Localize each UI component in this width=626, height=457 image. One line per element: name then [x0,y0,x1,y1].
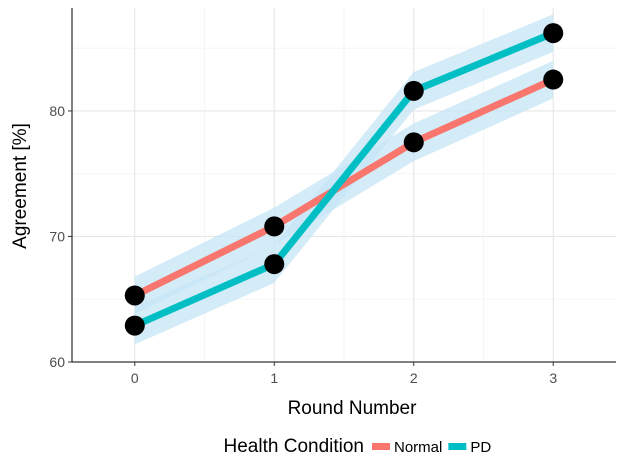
y-tick-label: 60 [49,354,65,370]
legend-label-normal: Normal [394,439,442,456]
data-point-pd [403,80,424,101]
data-point-pd [543,23,564,44]
x-tick-label: 1 [270,370,278,386]
y-axis-title: Agreement [%] [10,123,31,249]
legend: Health Condition Normal PD [224,436,492,457]
series-line-pd [133,29,555,329]
legend-items: Normal PD [372,439,491,456]
axes [68,8,616,366]
data-point-normal [264,216,285,237]
x-tick-labels: 0 1 2 3 [131,370,557,386]
data-points [124,23,564,336]
data-point-pd [264,254,285,275]
x-tick-label: 0 [131,370,139,386]
y-tick-labels: 60 70 80 [49,103,65,370]
legend-label-pd: PD [470,439,491,456]
data-point-normal [543,69,564,90]
data-point-normal [124,285,145,306]
y-tick-label: 70 [49,228,65,244]
legend-key-pd [448,443,467,450]
legend-title: Health Condition [224,436,364,457]
legend-key-normal [372,443,390,450]
data-point-normal [403,132,424,153]
series-lines [133,29,555,329]
x-tick-label: 2 [410,370,418,386]
y-tick-label: 80 [49,103,65,119]
x-tick-label: 3 [549,370,557,386]
x-axis-title: Round Number [288,398,418,419]
series-line-normal [133,76,555,299]
data-point-pd [124,315,145,336]
